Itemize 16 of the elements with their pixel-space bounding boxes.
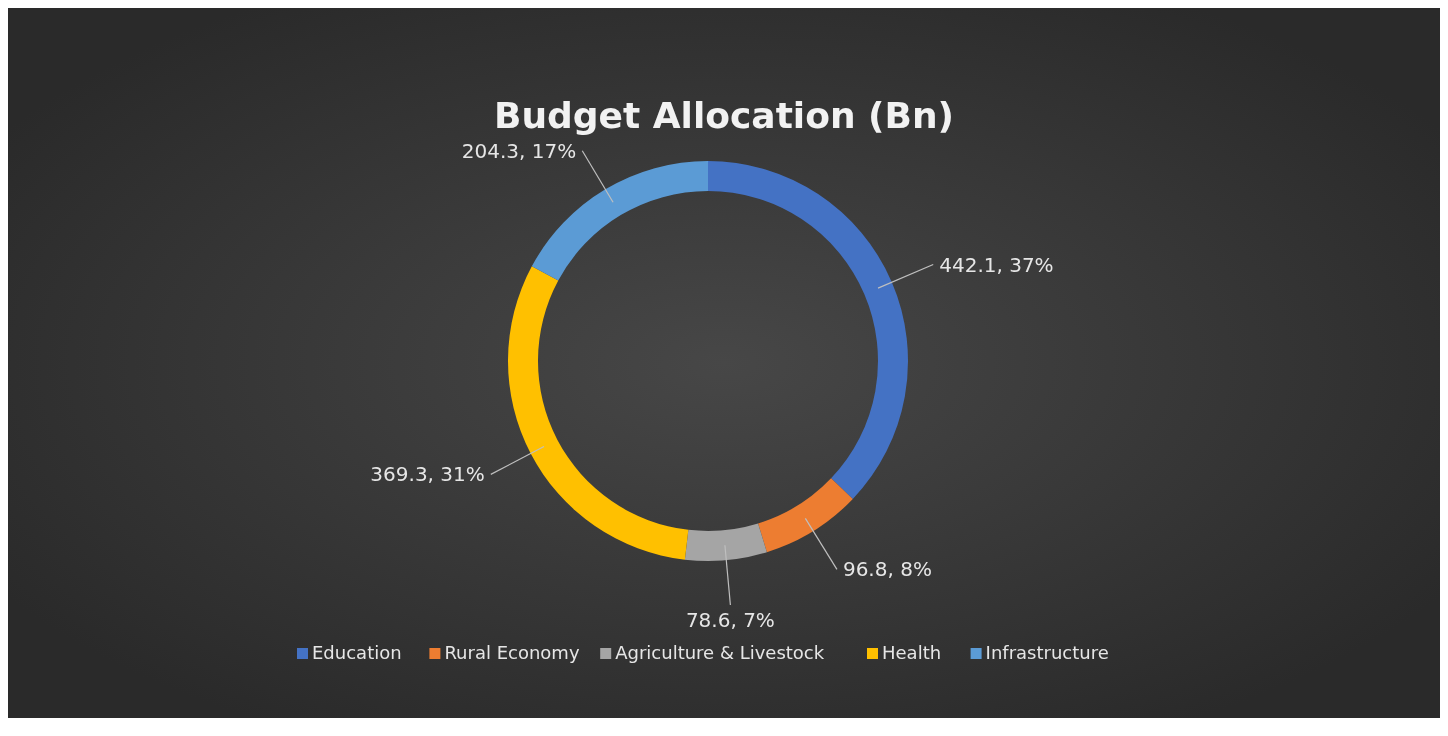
data-label: 78.6, 7% <box>685 607 775 632</box>
donut-slice <box>531 161 708 281</box>
data-label: 442.1, 37% <box>939 252 1054 277</box>
legend-label: Education <box>312 642 402 663</box>
legend-label: Infrastructure <box>985 642 1109 663</box>
chart-title: Budget Allocation (Bn) <box>493 95 955 136</box>
donut-slice <box>758 478 853 553</box>
donut-slice <box>708 161 908 499</box>
donut-slice <box>684 523 767 561</box>
data-label: 204.3, 17% <box>461 138 577 163</box>
legend-label: Health <box>882 642 942 663</box>
donut-slice <box>508 266 689 560</box>
data-label: 96.8, 8% <box>842 557 932 582</box>
data-label: 369.3, 31% <box>370 462 485 487</box>
legend-label: Agriculture & Livestock <box>615 642 825 663</box>
legend-label: Rural Economy <box>444 642 580 663</box>
